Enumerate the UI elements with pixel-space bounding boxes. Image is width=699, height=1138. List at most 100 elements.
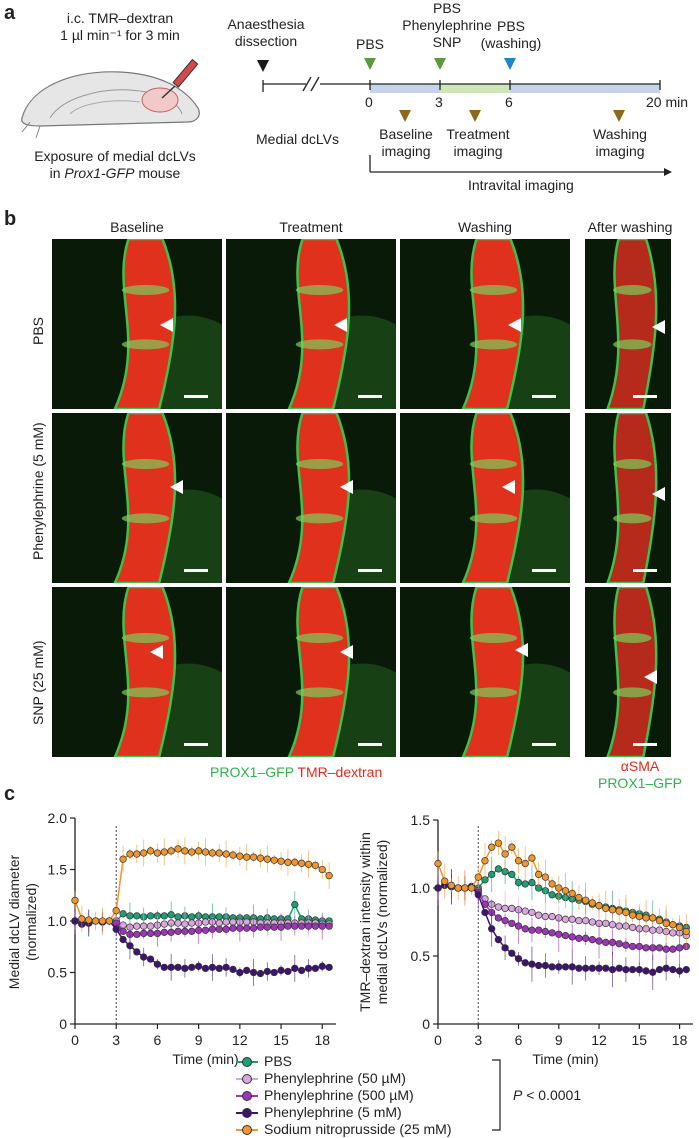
data-point <box>508 904 516 913</box>
data-point <box>181 847 189 855</box>
legend-label: Phenylephrine (5 mM) <box>264 1104 402 1120</box>
x-tick-label: 15 <box>273 1032 289 1048</box>
data-point <box>521 925 529 933</box>
data-point <box>126 850 134 858</box>
micrograph-snp-treatment <box>226 587 396 757</box>
arrowhead-icon <box>150 645 163 659</box>
x-tick-label: 3 <box>474 1032 482 1048</box>
scale-bar <box>184 395 208 398</box>
data-point <box>270 968 278 977</box>
data-point <box>568 889 576 898</box>
column-header-washing: Washing <box>458 219 512 235</box>
data-point <box>541 961 550 970</box>
arrowhead-icon <box>644 670 657 684</box>
data-point <box>201 926 210 934</box>
data-point <box>160 912 168 920</box>
legend-prox1-tmr: PROX1–GFP TMR–dextran <box>210 764 383 780</box>
data-point <box>488 843 496 851</box>
data-point <box>174 913 182 921</box>
data-point <box>160 928 168 936</box>
data-point <box>528 908 536 917</box>
data-point <box>263 855 271 863</box>
data-point <box>160 963 168 972</box>
series-4 <box>71 837 333 935</box>
data-point <box>146 912 155 920</box>
data-point <box>85 916 93 924</box>
data-point <box>174 845 182 853</box>
data-point <box>535 911 543 919</box>
data-point <box>474 891 482 899</box>
data-point <box>447 881 456 889</box>
data-point <box>236 968 244 977</box>
data-point <box>140 953 148 961</box>
data-point <box>635 965 643 974</box>
data-point <box>215 913 223 921</box>
data-point <box>635 912 643 921</box>
data-point <box>555 930 563 938</box>
data-point <box>628 923 637 932</box>
data-point <box>615 964 623 972</box>
legend-item: Phenylephrine (5 mM) <box>236 1104 402 1121</box>
data-point <box>304 860 313 868</box>
data-point <box>561 887 570 895</box>
x-tick-label: 18 <box>314 1032 330 1048</box>
series-1 <box>434 870 690 950</box>
data-point <box>541 873 550 881</box>
data-point <box>291 858 299 866</box>
x-tick-label: 9 <box>555 1032 563 1048</box>
data-point <box>119 910 127 918</box>
data-point <box>291 900 299 909</box>
data-point <box>602 964 610 972</box>
phenylephrine-snp-label: PBS Phenylephrine SNP <box>402 0 492 50</box>
injection-line1: i.c. TMR–dextran <box>66 10 174 26</box>
data-point <box>243 918 251 926</box>
data-point <box>133 930 141 939</box>
data-point <box>581 934 590 942</box>
y-tick-label: 1.0 <box>411 880 431 896</box>
data-point <box>561 915 570 923</box>
anaesthesia-label: Anaesthesia dissection <box>227 16 305 49</box>
micrograph-snp-after-washing <box>585 587 671 757</box>
data-point <box>222 850 230 858</box>
y-tick-label: 1.5 <box>411 812 431 828</box>
data-point <box>208 963 217 972</box>
pbs-washing-label: PBS (washing) <box>480 18 542 51</box>
data-point <box>628 942 637 951</box>
legend-swatch <box>236 1107 258 1118</box>
data-point <box>628 965 637 974</box>
legend-item: Sodium nitroprusside (25 mM) <box>236 1121 452 1138</box>
data-point <box>467 884 476 892</box>
data-point <box>535 926 543 934</box>
washing-imaging-arrow-icon <box>613 110 625 122</box>
injection-text: i.c. TMR–dextran 1 µl min⁻¹ for 3 min <box>30 10 210 44</box>
x-tick-label: 12 <box>232 1032 248 1048</box>
data-point <box>528 854 536 862</box>
data-point <box>514 922 523 930</box>
data-point <box>602 938 610 947</box>
data-point <box>662 945 670 953</box>
micrograph-phenylephrine-washing <box>400 413 570 583</box>
data-point <box>146 955 155 963</box>
data-point <box>622 965 630 974</box>
micrograph-snp-baseline <box>52 587 222 757</box>
column-header-treatment: Treatment <box>279 219 343 235</box>
data-point <box>215 849 223 857</box>
data-point <box>561 963 570 971</box>
data-point <box>555 884 563 892</box>
data-point <box>675 923 684 932</box>
data-point <box>270 856 278 864</box>
x-tick-label: 3 <box>112 1032 120 1048</box>
data-point <box>508 949 516 957</box>
micrograph-phenylephrine-baseline <box>52 413 222 583</box>
data-point <box>501 944 509 952</box>
data-point <box>521 959 529 967</box>
legend-label: Phenylephrine (50 µM) <box>264 1070 406 1086</box>
data-point <box>208 849 217 857</box>
data-point <box>243 853 251 861</box>
data-point <box>304 964 313 973</box>
data-point <box>91 917 100 925</box>
scale-bar <box>532 743 556 746</box>
arrowhead-icon <box>334 318 347 332</box>
scale-bar <box>184 569 208 572</box>
data-point <box>105 917 113 925</box>
